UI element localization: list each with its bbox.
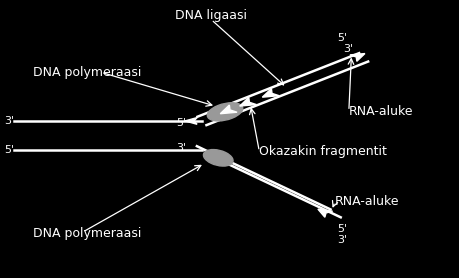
Polygon shape	[220, 105, 237, 114]
Text: DNA ligaasi: DNA ligaasi	[175, 9, 247, 22]
Text: RNA-aluke: RNA-aluke	[335, 195, 400, 208]
Text: DNA polymeraasi: DNA polymeraasi	[33, 66, 141, 79]
Ellipse shape	[203, 150, 233, 166]
Text: 3': 3'	[337, 235, 347, 245]
Text: 3': 3'	[176, 143, 186, 153]
Polygon shape	[350, 54, 365, 61]
Polygon shape	[318, 209, 333, 217]
Text: RNA-aluke: RNA-aluke	[349, 105, 414, 118]
Text: DNA polymeraasi: DNA polymeraasi	[33, 227, 141, 240]
Text: 5': 5'	[337, 224, 347, 234]
Text: 3': 3'	[5, 116, 15, 126]
Polygon shape	[240, 97, 257, 106]
Polygon shape	[185, 118, 197, 124]
Polygon shape	[263, 88, 279, 97]
Text: 5': 5'	[337, 33, 347, 43]
Text: Okazakin fragmentit: Okazakin fragmentit	[259, 145, 387, 158]
Text: 5': 5'	[5, 145, 15, 155]
Ellipse shape	[207, 103, 243, 121]
Text: 5': 5'	[176, 118, 186, 128]
Text: 3': 3'	[343, 44, 353, 54]
